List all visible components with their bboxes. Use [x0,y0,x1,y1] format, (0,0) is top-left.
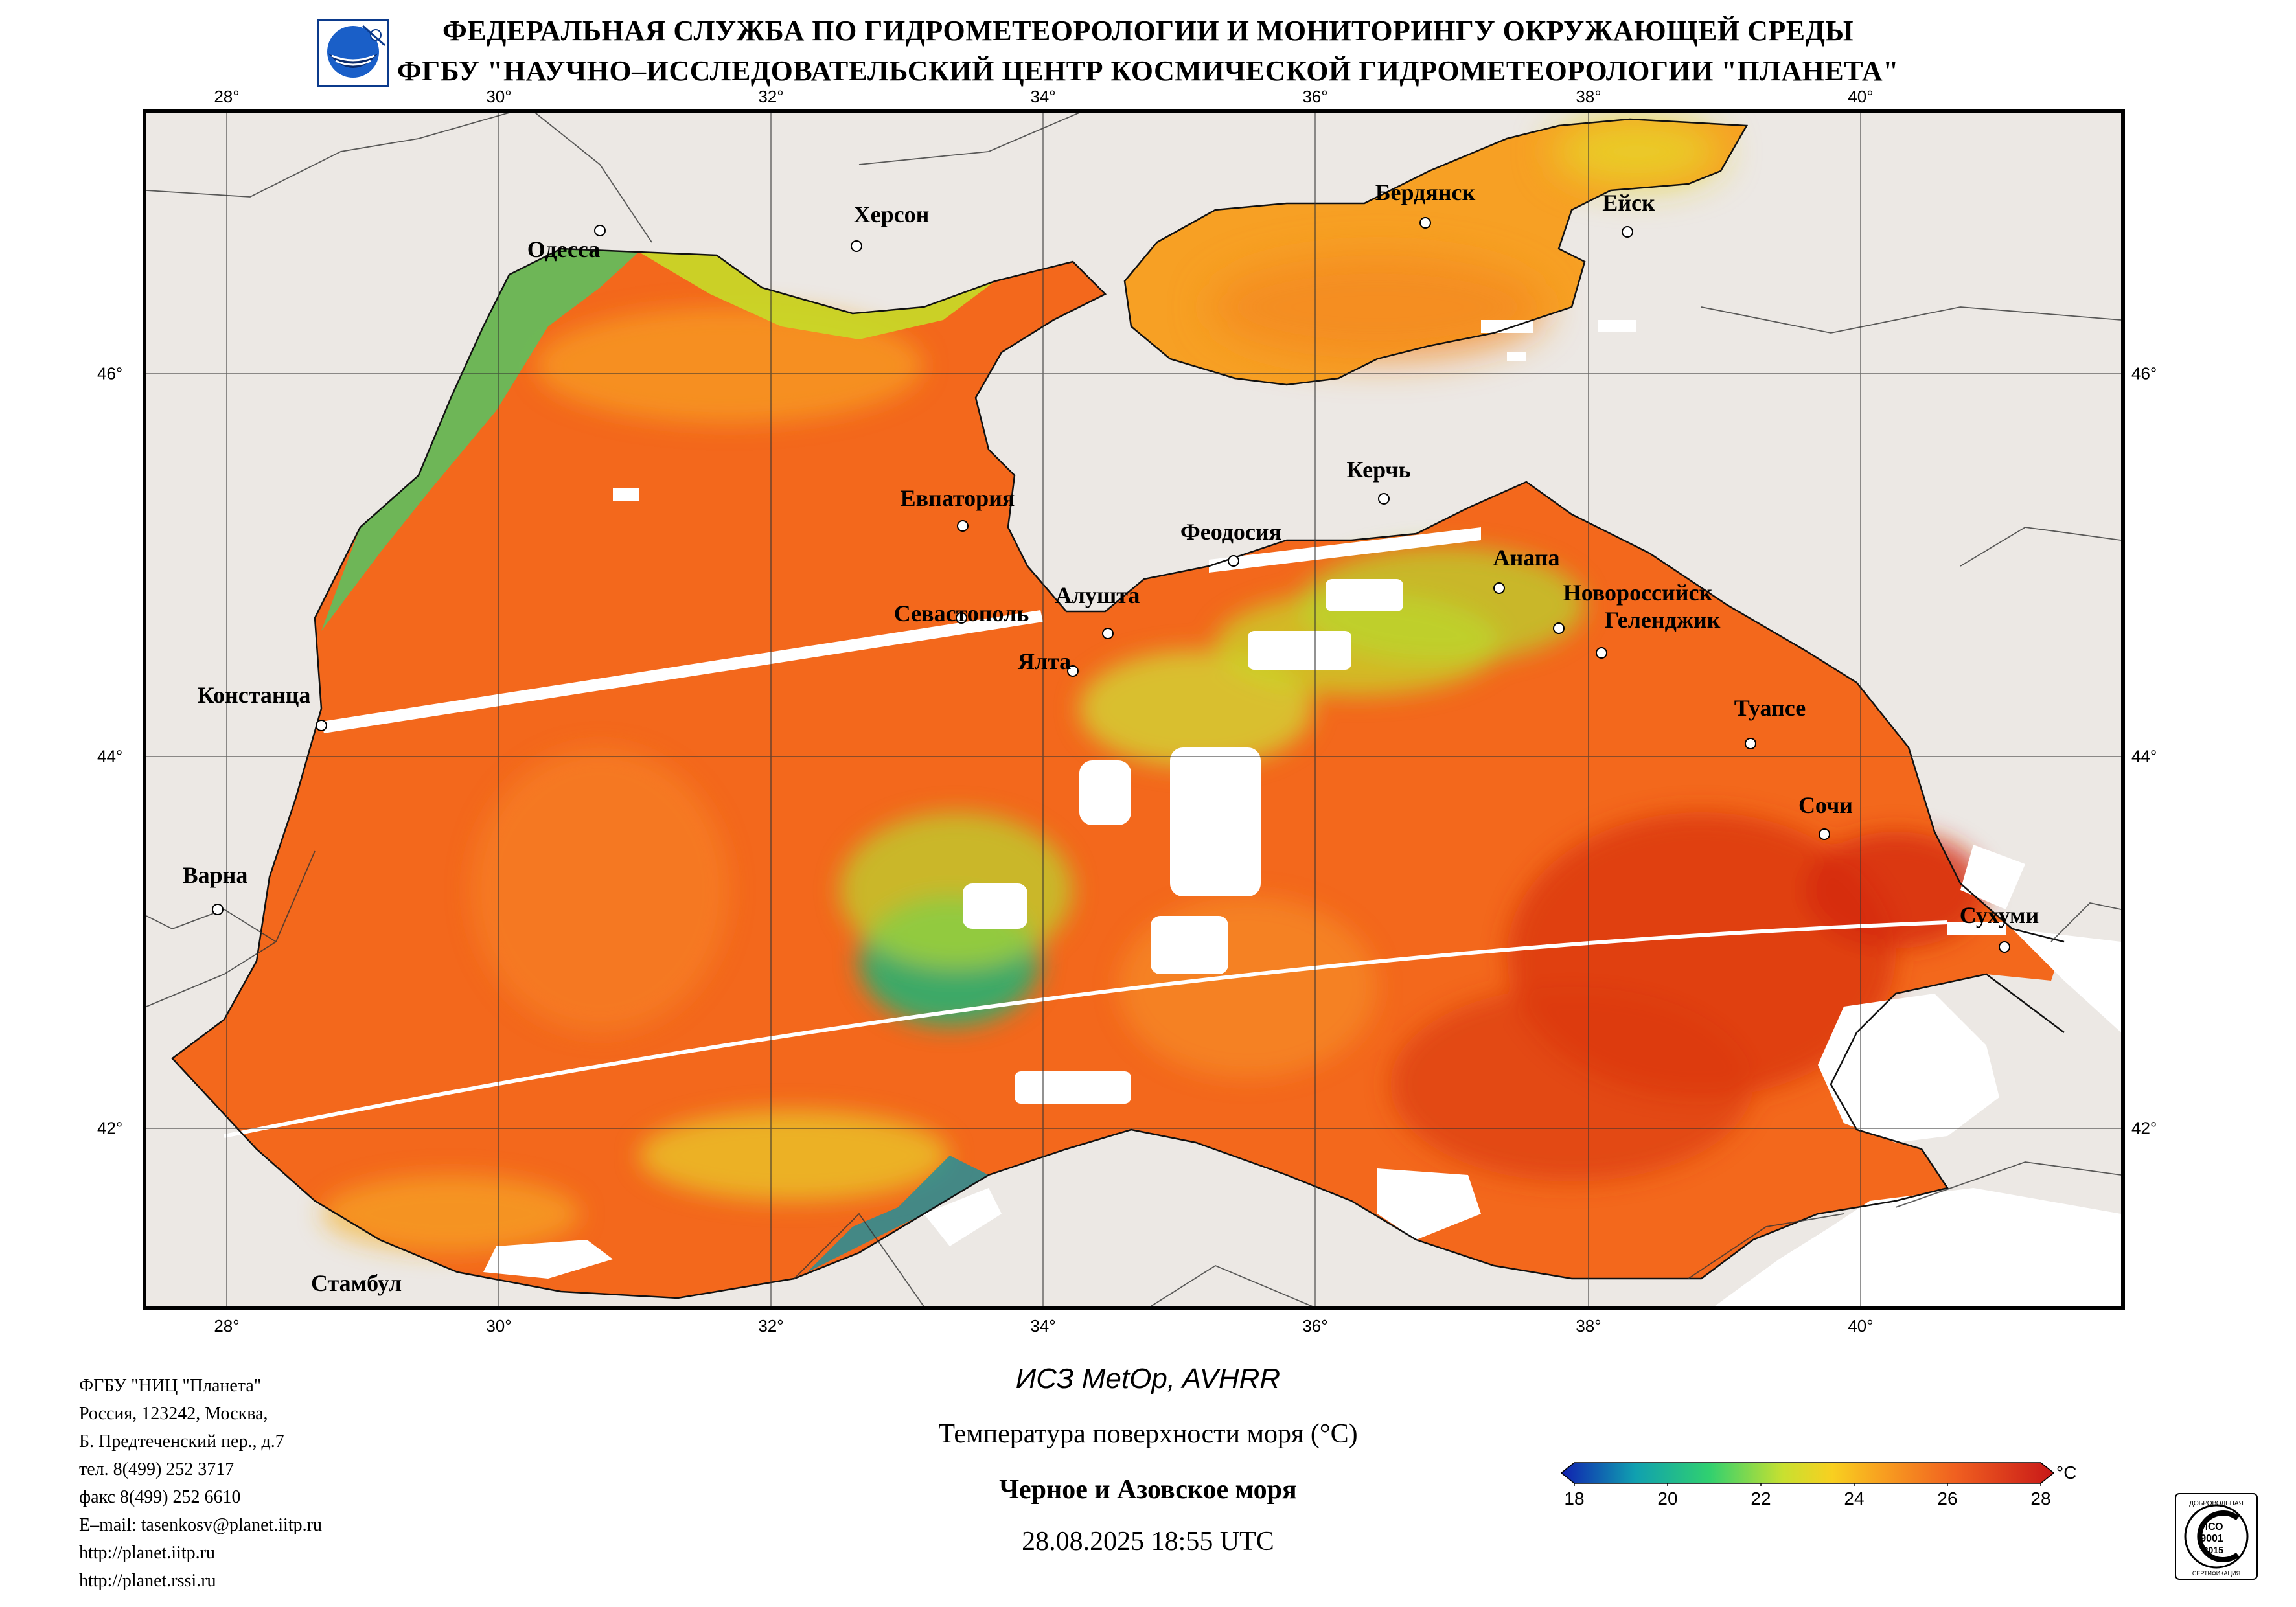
org-address-line: Б. Предтеченский пер., д.7 [79,1431,284,1452]
lat-label-left: 46° [97,363,123,383]
swath-gap-2 [1209,527,1481,573]
lon-label-bottom: 38° [1576,1316,1601,1336]
coastal-belt-south [807,1156,989,1272]
org-name: ФГБУ "НИЦ "Планета" [79,1376,262,1396]
lon-label-bottom: 28° [214,1316,240,1336]
city-label-istanbul: Стамбул [310,1270,402,1296]
swath-gap-1 [321,610,1043,733]
city-label-anapa: Анапа [1493,545,1560,571]
lat-label-left: 44° [97,746,123,766]
satellite-caption: ИСЗ MetOp, AVHRR [1015,1363,1281,1395]
city-label-yevpatoriya: Евпатория [900,485,1015,511]
lon-label-bottom: 34° [1030,1316,1056,1336]
header-line-1: ФЕДЕРАЛЬНАЯ СЛУЖБА ПО ГИДРОМЕТЕОРОЛОГИИ … [442,15,1854,47]
parameter-caption: Температура поверхности моря (°C) [938,1419,1358,1449]
city-markers [212,217,2010,953]
lon-label-bottom: 30° [486,1316,512,1336]
lat-label-right: 46° [2131,363,2157,383]
iso-badge-bottom: СЕРТИФИКАЦИЯ [2192,1570,2240,1577]
lon-label-top: 32° [758,87,784,106]
header-line-2: ФГБУ "НАУЧНО–ИССЛЕДОВАТЕЛЬСКИЙ ЦЕНТР КОС… [396,55,1900,87]
city-label-berdyansk: Бердянск [1375,179,1476,205]
city-label-sevastopol: Севастополь [893,600,1029,626]
lat-label-left: 42° [97,1118,123,1138]
iso-badge-line2: 9001 [2200,1533,2223,1544]
graticule [146,113,2121,1306]
coastal-belt-north [639,252,995,339]
city-label-odessa: Одесса [527,236,601,262]
city-label-tuapse: Туапсе [1734,695,1806,721]
iso-badge-top: ДОБРОВОЛЬНАЯ [2189,1500,2244,1507]
city-label-gelendzhik: Геленджик [1604,607,1721,633]
city-label-yeysk: Ейск [1602,190,1655,216]
lon-label-bottom: 40° [1848,1316,1874,1336]
lat-label-right: 42° [2131,1118,2157,1138]
datetime-caption: 28.08.2025 18:55 UTC [1022,1527,1274,1556]
planeta-logo [317,19,389,87]
org-website[interactable]: http://planet.iitp.ru [79,1543,215,1563]
org-website[interactable]: http://planet.rssi.ru [79,1571,216,1591]
lon-label-top: 30° [486,87,512,106]
colorbar-tick: 18 [1564,1488,1585,1509]
org-fax: факс 8(499) 252 6610 [79,1487,241,1507]
city-label-kherson: Херсон [853,201,930,227]
org-phone: тел. 8(499) 252 3717 [79,1459,235,1479]
city-label-constanta: Констанца [197,682,311,708]
colorbar-tick: 24 [1844,1488,1865,1509]
colorbar-tick: 22 [1751,1488,1771,1509]
borders [146,113,2121,1306]
swath-gap-3 [224,920,1948,1138]
city-label-feodosiya: Феодосия [1180,519,1282,545]
city-label-kerch: Керчь [1346,457,1411,483]
cloud-mask [483,320,2121,1306]
lon-label-top: 38° [1576,87,1601,106]
coastlines [171,118,2065,1299]
colorbar-tick: 26 [1937,1488,1958,1509]
city-label-alushta: Алушта [1055,582,1140,608]
lon-label-top: 36° [1302,87,1328,106]
city-label-sukhumi: Сухуми [1959,902,2039,928]
colorbar-tick: 20 [1657,1488,1678,1509]
region-caption: Черное и Азовское моря [999,1475,1297,1505]
lon-label-top: 28° [214,87,240,106]
city-label-yalta: Ялта [1017,648,1072,674]
sst-map-canvas [146,113,2121,1306]
lon-label-top: 34° [1030,87,1056,106]
city-label-varna: Варна [182,862,248,888]
temperature-colorbar [1561,1462,2054,1486]
organization-contacts: ФГБУ "НИЦ "Планета" Россия, 123242, Моск… [79,1372,322,1595]
sst-map [143,109,2125,1310]
city-label-novorossiysk: Новороссийск [1563,580,1713,606]
colorbar-tick: 28 [2030,1488,2051,1509]
city-label-sochi: Сочи [1798,792,1854,818]
lat-label-right: 44° [2131,746,2157,766]
lon-label-bottom: 32° [758,1316,784,1336]
lon-label-bottom: 36° [1302,1316,1328,1336]
colorbar-unit: °C [2056,1463,2077,1483]
org-address-line: Россия, 123242, Москва, [79,1404,268,1424]
iso-certification-badge: ДОБРОВОЛЬНАЯ ИСО 9001 -2015 СЕРТИФИКАЦИЯ [2175,1493,2258,1580]
sst-patches [321,307,1986,1253]
lon-label-top: 40° [1848,87,1874,106]
org-email[interactable]: E–mail: tasenkosv@planet.iitp.ru [79,1515,322,1535]
